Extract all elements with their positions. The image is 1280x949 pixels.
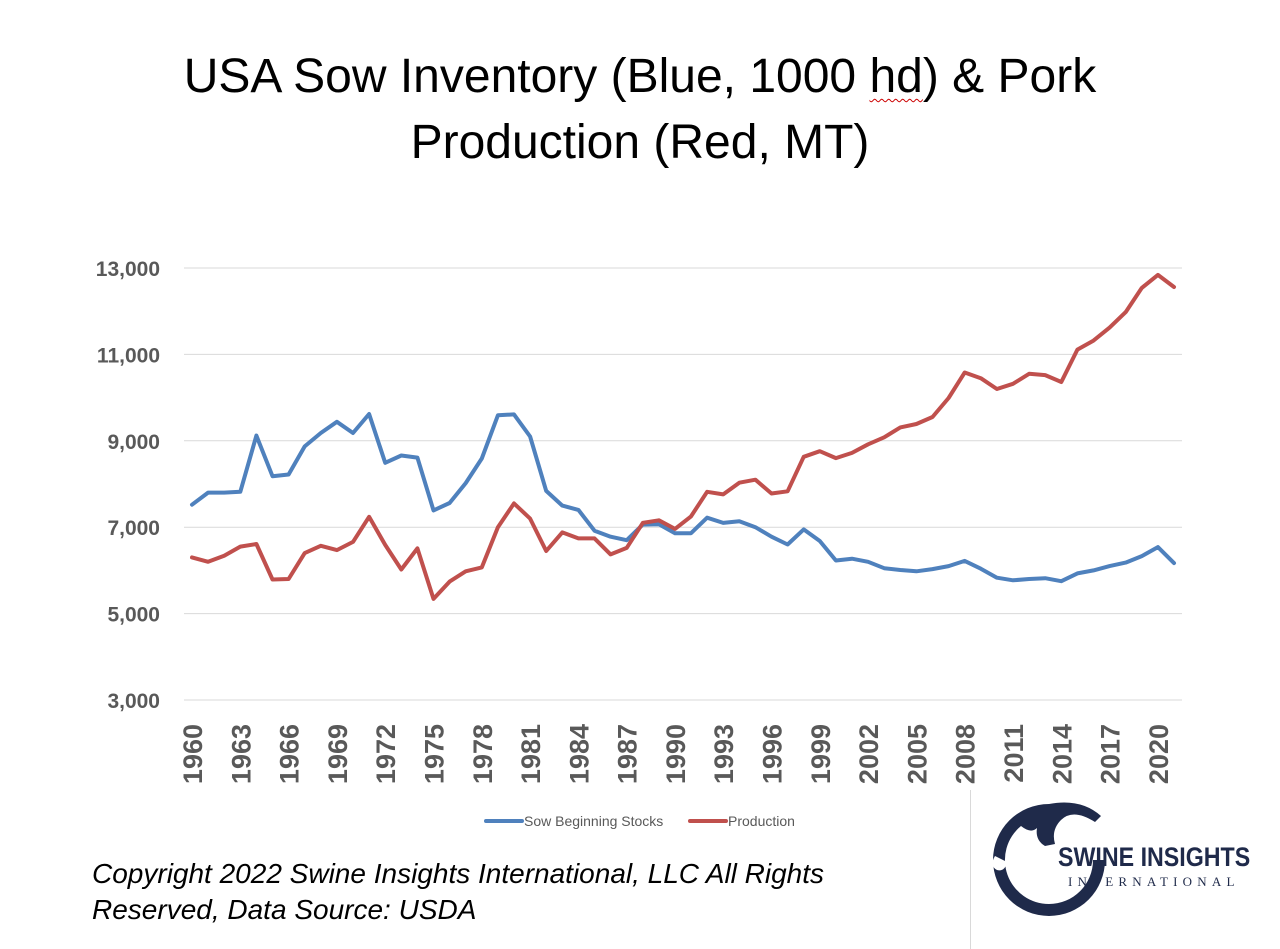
copyright-line-1: Copyright 2022 Swine Insights Internatio… [92, 858, 825, 889]
x-tick-label: 1966 [275, 724, 305, 784]
x-tick-label: 1999 [806, 724, 836, 784]
x-tick-label: 2017 [1096, 724, 1126, 784]
y-tick-label: 7,000 [107, 517, 160, 540]
swine-insights-logo [992, 802, 1105, 916]
x-tick-label: 2014 [1047, 724, 1077, 784]
x-tick-label: 1993 [709, 724, 739, 784]
logo-subtitle: INTERNATIONAL [1068, 874, 1240, 889]
x-tick-label: 2005 [902, 724, 932, 784]
y-tick-label: 11,000 [97, 344, 160, 367]
x-tick-label: 1978 [468, 724, 498, 784]
title-part-c: ) & Pork [922, 50, 1097, 103]
logo-name: SWINE INSIGHTS [1058, 842, 1251, 872]
x-tick-label: 1990 [661, 724, 691, 784]
x-tick-label: 1987 [613, 724, 643, 784]
logo-emblem [993, 802, 1105, 916]
series-line-production [190, 272, 1176, 601]
series-line-sow-beginning-stocks [190, 412, 1176, 584]
x-tick-label: 1963 [226, 724, 256, 784]
logo-pig-snout [992, 856, 1007, 871]
legend-label: Production [728, 813, 795, 829]
x-tick-label: 1981 [516, 724, 546, 784]
chart-title-line-2: Production (Red, MT) [410, 116, 870, 169]
title-part-b: hd [869, 50, 923, 103]
x-tick-label: 1960 [178, 724, 208, 784]
x-tick-label: 2002 [854, 724, 884, 784]
copyright-notice: Copyright 2022 Swine Insights Internatio… [92, 856, 912, 928]
x-tick-label: 1969 [323, 724, 353, 784]
y-tick-label: 9,000 [107, 431, 160, 454]
x-tick-label: 2008 [951, 724, 981, 784]
chart-title: USA Sow Inventory (Blue, 1000 hd) & Pork… [0, 44, 1280, 176]
title-part-a: USA Sow Inventory (Blue, 1000 [183, 50, 870, 103]
y-tick-label: 3,000 [107, 690, 160, 713]
x-tick-label: 1972 [371, 724, 401, 784]
x-tick-label: 1996 [758, 724, 788, 784]
x-tick-label: 2020 [1144, 724, 1174, 784]
divider-line [970, 790, 971, 949]
chart-title-line-1: USA Sow Inventory (Blue, 1000 hd) & Pork [0, 44, 1280, 110]
x-tick-label: 1975 [419, 724, 449, 784]
y-tick-label: 13,000 [96, 258, 160, 281]
copyright-line-2: Reserved, Data Source: USDA [92, 894, 477, 925]
legend-label: Sow Beginning Stocks [524, 813, 663, 829]
x-tick-label: 2011 [999, 724, 1029, 783]
y-tick-label: 5,000 [107, 604, 160, 627]
x-tick-label: 1984 [564, 724, 594, 784]
